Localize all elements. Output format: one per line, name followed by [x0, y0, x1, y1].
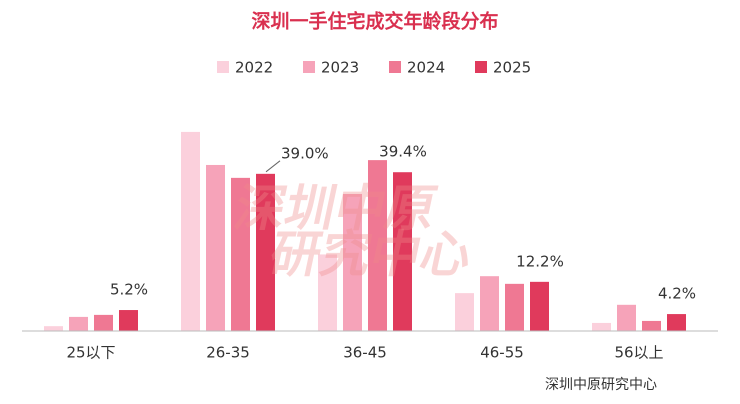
- x-tick-label: 26-35: [206, 344, 250, 362]
- legend-label: 2025: [493, 59, 531, 77]
- bar: [480, 276, 499, 331]
- source-note: 深圳中原研究中心: [545, 377, 657, 393]
- bar: [667, 314, 686, 331]
- bar: [343, 193, 362, 331]
- legend-label: 2024: [407, 59, 445, 77]
- bar: [318, 254, 337, 331]
- bar: [505, 283, 524, 331]
- watermark: 深圳中原: [230, 179, 442, 237]
- bar: [455, 293, 474, 331]
- data-label: 39.4%: [379, 143, 427, 161]
- bar: [69, 316, 88, 331]
- x-tick-label: 46-55: [480, 344, 524, 362]
- data-label: 5.2%: [110, 281, 148, 299]
- bar: [642, 320, 661, 331]
- bar: [617, 304, 636, 331]
- bar: [44, 326, 63, 331]
- legend-swatch: [475, 61, 487, 73]
- data-label: 12.2%: [516, 252, 564, 270]
- bar: [592, 322, 611, 331]
- legend-label: 2023: [321, 59, 359, 77]
- bar: [206, 164, 225, 331]
- label-leader: [265, 160, 281, 173]
- bar: [530, 281, 549, 331]
- bar: [231, 177, 250, 331]
- bar: [119, 310, 138, 331]
- bar: [368, 160, 387, 331]
- legend-label: 2022: [235, 59, 273, 77]
- x-tick-label: 56以上: [614, 344, 663, 362]
- legend-swatch: [303, 61, 315, 73]
- data-label: 4.2%: [658, 285, 696, 303]
- bar: [393, 172, 412, 331]
- data-label: 39.0%: [281, 144, 329, 162]
- watermark: 研究中心: [265, 225, 477, 283]
- x-tick-label: 25以下: [66, 344, 115, 362]
- bar: [94, 314, 113, 331]
- legend-swatch: [389, 61, 401, 73]
- chart-title: 深圳一手住宅成交年龄段分布: [251, 10, 498, 33]
- legend-swatch: [217, 61, 229, 73]
- x-tick-label: 36-45: [343, 344, 387, 362]
- bar: [256, 173, 275, 331]
- bar: [181, 131, 200, 331]
